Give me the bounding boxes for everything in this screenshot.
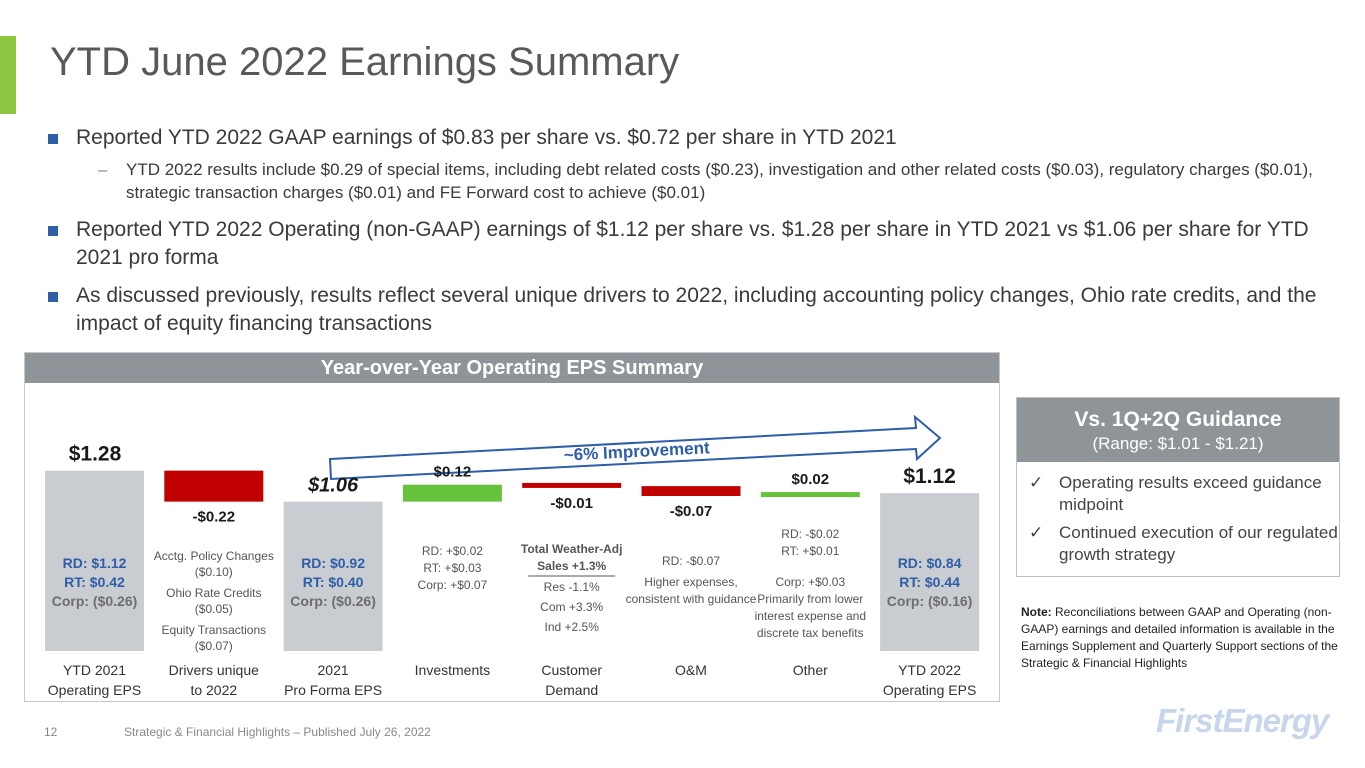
detail-6-0: RD: -$0.02 <box>781 527 839 541</box>
detail-3-2: Corp: +$0.07 <box>418 578 488 592</box>
guidance-box: Vs. 1Q+2Q Guidance (Range: $1.01 - $1.21… <box>1016 397 1340 577</box>
value-label-3: $0.12 <box>434 464 472 481</box>
category-label-3-0: Investments <box>415 662 490 678</box>
bullet-text: As discussed previously, results reflect… <box>76 284 1317 335</box>
checkmark-icon: ✓ <box>1029 523 1044 542</box>
bar-7 <box>880 493 980 651</box>
note-text: Note: Reconciliations between GAAP and O… <box>1021 604 1341 672</box>
chart-header: Year-over-Year Operating EPS Summary <box>25 353 999 383</box>
category-label-5-0: O&M <box>675 662 707 678</box>
value-label-1: -$0.22 <box>193 509 236 526</box>
note-label: Note: <box>1021 605 1052 619</box>
footer-text: Strategic & Financial Highlights – Publi… <box>124 725 431 739</box>
detail-6-3: Primarily from lower <box>757 592 863 606</box>
category-label-7-1: Operating EPS <box>883 682 976 698</box>
detail-5-2: consistent with guidance <box>626 592 757 606</box>
value-label-6: $0.02 <box>792 471 830 488</box>
detail-7-2: Corp: ($0.16) <box>887 593 973 609</box>
category-label-2-0: 2021 <box>318 662 349 678</box>
improvement-arrow: ~6% Improvement <box>328 414 942 481</box>
detail-4-1: Sales +1.3% <box>537 559 606 573</box>
category-label-0-0: YTD 2021 <box>63 662 126 678</box>
sub-bullet-text: YTD 2022 results include $0.29 of specia… <box>126 160 1313 202</box>
detail-0-1: RT: $0.42 <box>64 574 125 590</box>
detail-6-5: discrete tax benefits <box>757 626 864 640</box>
bullet-operating: Reported YTD 2022 Operating (non-GAAP) e… <box>48 216 1348 272</box>
page-title: YTD June 2022 Earnings Summary <box>50 40 680 84</box>
value-label-4: -$0.01 <box>550 495 593 512</box>
sub-bullet-special-items: – YTD 2022 results include $0.29 of spec… <box>48 158 1348 204</box>
detail-1-5: ($0.07) <box>195 639 233 653</box>
bullet-list: Reported YTD 2022 GAAP earnings of $0.83… <box>48 124 1348 348</box>
detail-0-0: RD: $1.12 <box>63 555 127 571</box>
detail-6-1: RT: +$0.01 <box>781 544 839 558</box>
category-label-1-0: Drivers unique <box>169 662 259 678</box>
bar-2 <box>283 501 383 651</box>
detail-4-3: Com +3.3% <box>540 600 603 614</box>
detail-2-1: RT: $0.40 <box>303 574 364 590</box>
category-label-1-1: to 2022 <box>190 682 237 698</box>
bullet-text: Reported YTD 2022 GAAP earnings of $0.83… <box>76 126 897 149</box>
guidance-item-text: Operating results exceed guidance midpoi… <box>1059 473 1322 514</box>
detail-1-2: Ohio Rate Credits <box>166 586 261 600</box>
note-body: Reconciliations between GAAP and Operati… <box>1021 605 1338 670</box>
detail-0-2: Corp: ($0.26) <box>52 593 138 609</box>
bullet-square-icon <box>48 226 58 236</box>
detail-3-1: RT: +$0.03 <box>423 561 481 575</box>
category-label-4-1: Demand <box>545 682 598 698</box>
checkmark-icon: ✓ <box>1029 473 1044 492</box>
page-number: 12 <box>44 725 58 739</box>
detail-6-4: interest expense and <box>755 609 866 623</box>
detail-4-2: Res -1.1% <box>544 580 600 594</box>
guidance-item: ✓ Continued execution of our regulated g… <box>1017 522 1339 566</box>
category-label-4-0: Customer <box>541 662 602 678</box>
bar-5 <box>641 486 741 496</box>
waterfall-svg: ~6% Improvement $1.28 RD: $1.12 RT: $0.42 C… <box>45 414 980 698</box>
guidance-range: (Range: $1.01 - $1.21) <box>1092 434 1264 453</box>
guidance-item-text: Continued execution of our regulated gro… <box>1059 523 1338 564</box>
bullet-drivers: As discussed previously, results reflect… <box>48 282 1348 338</box>
guidance-title: Vs. 1Q+2Q Guidance <box>1074 408 1282 431</box>
detail-5-0: RD: -$0.07 <box>662 554 720 568</box>
detail-2-0: RD: $0.92 <box>301 555 365 571</box>
category-label-2-1: Pro Forma EPS <box>284 682 382 698</box>
detail-6-2: Corp: +$0.03 <box>775 575 845 589</box>
detail-4-4: Ind +2.5% <box>545 620 600 634</box>
detail-5-1: Higher expenses, <box>644 575 737 589</box>
bar-0 <box>45 470 144 651</box>
value-label-7: $1.12 <box>903 465 956 488</box>
detail-7-1: RT: $0.44 <box>899 574 960 590</box>
detail-2-2: Corp: ($0.26) <box>290 593 376 609</box>
bullet-gaap: Reported YTD 2022 GAAP earnings of $0.83… <box>48 124 1348 152</box>
detail-1-1: ($0.10) <box>195 565 233 579</box>
guidance-item: ✓ Operating results exceed guidance midp… <box>1017 472 1339 516</box>
bar-6 <box>760 492 860 498</box>
bullet-square-icon <box>48 134 58 144</box>
dash-icon: – <box>98 160 108 179</box>
detail-3-0: RD: +$0.02 <box>422 544 483 558</box>
detail-1-4: Equity Transactions <box>161 623 266 637</box>
detail-7-0: RD: $0.84 <box>898 555 962 571</box>
detail-1-0: Acctg. Policy Changes <box>154 549 274 563</box>
category-label-0-1: Operating EPS <box>48 682 141 698</box>
guidance-header: Vs. 1Q+2Q Guidance (Range: $1.01 - $1.21… <box>1017 398 1339 462</box>
bar-4 <box>522 482 622 488</box>
detail-4-0: Total Weather-Adj <box>521 542 623 556</box>
chart-bars: $1.28 RD: $1.12 RT: $0.42 Corp: ($0.26) YTD … <box>45 443 980 698</box>
value-label-2: $1.06 <box>307 475 359 497</box>
value-label-5: -$0.07 <box>670 503 713 520</box>
category-label-7-0: YTD 2022 <box>898 662 961 678</box>
category-label-6-0: Other <box>793 662 828 678</box>
bar-1 <box>164 470 264 502</box>
detail-1-3: ($0.05) <box>195 602 233 616</box>
title-accent-bar <box>0 36 16 114</box>
bar-3 <box>402 484 502 502</box>
improvement-arrow-shape <box>328 414 942 481</box>
bullet-square-icon <box>48 292 58 302</box>
guidance-list: ✓ Operating results exceed guidance midp… <box>1017 462 1339 566</box>
firstenergy-logo: FirstEnergy <box>1156 702 1329 739</box>
value-label-0: $1.28 <box>69 443 122 466</box>
eps-waterfall-chart: Year-over-Year Operating EPS Summary ~6%… <box>24 352 1000 702</box>
bullet-text: Reported YTD 2022 Operating (non-GAAP) e… <box>76 218 1309 269</box>
